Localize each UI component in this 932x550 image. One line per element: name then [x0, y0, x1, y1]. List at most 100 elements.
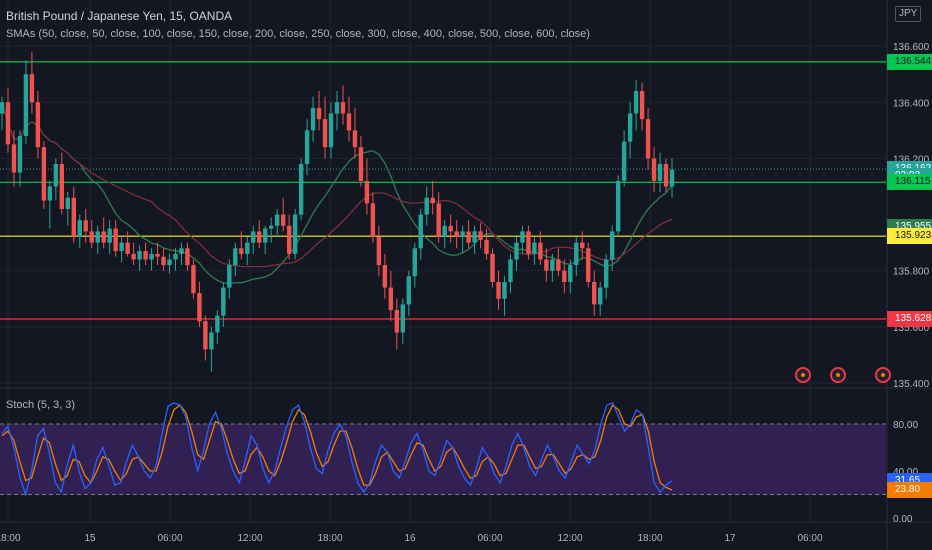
time-label-1: 15 [84, 533, 96, 544]
tag-upper-green: 136.544 [887, 53, 932, 70]
candle-body-78 [466, 231, 471, 243]
candle-body-71 [424, 197, 429, 215]
candle-body-46 [274, 214, 280, 226]
candle-body-16 [95, 231, 100, 243]
candle-body-26 [155, 253, 160, 257]
candle-body-92 [550, 259, 555, 271]
event-marker-1[interactable] [795, 367, 811, 383]
candle-body-17 [101, 231, 106, 243]
candle-body-62 [370, 203, 376, 238]
candle-body-77 [460, 231, 465, 238]
candle-body-74 [442, 225, 447, 238]
candle-body-20 [119, 242, 124, 252]
stoch-lines [1, 402, 673, 497]
candle-body-61 [364, 180, 370, 204]
candle-body-0 [0, 102, 5, 114]
candle-body-40 [239, 248, 244, 254]
candle-body-88 [526, 231, 531, 254]
candle-body-12 [71, 197, 76, 238]
candle-body-69 [412, 248, 417, 277]
currency-unit[interactable]: JPY [895, 6, 922, 22]
candle-body-102 [609, 231, 615, 260]
candle-body-33 [197, 293, 202, 322]
candle-body-80 [478, 231, 483, 240]
candle-body-50 [298, 164, 304, 215]
candle-body-30 [179, 248, 184, 254]
time-label-7: 12:00 [557, 533, 582, 544]
candle-body-101 [603, 259, 609, 288]
candle-body-95 [568, 265, 573, 282]
candle-body-81 [484, 239, 489, 254]
candle-body-109 [651, 158, 657, 181]
candle-body-53 [316, 107, 322, 120]
candle-body-11 [65, 197, 71, 209]
event-marker-3[interactable] [875, 367, 891, 383]
candle-body-39 [233, 248, 238, 266]
candle-body-72 [430, 197, 435, 204]
candle-body-7 [41, 147, 47, 201]
event-marker-2[interactable] [830, 367, 846, 383]
price-tick-6: 135.400 [893, 379, 930, 390]
price-tick-3: 136.200 [893, 154, 930, 165]
candle-body-65 [388, 287, 394, 311]
tag-yellow: 135.923 [887, 228, 932, 245]
candle-body-28 [167, 259, 172, 266]
candle-body-21 [125, 242, 130, 254]
candle-body-2 [11, 144, 17, 173]
candle-body-10 [59, 164, 65, 209]
candle-body-1 [5, 102, 11, 145]
sma-indicator-label[interactable]: SMAs (50, close, 50, close, 100, close, … [6, 28, 590, 40]
candle-body-24 [143, 251, 148, 260]
candle-body-87 [520, 231, 525, 243]
candle-body-100 [598, 287, 603, 305]
price-tick-4: 135.800 [893, 267, 930, 278]
candle-body-32 [191, 265, 196, 294]
candle-body-106 [633, 91, 639, 114]
sma-line-1 [1, 102, 673, 268]
stoch-d-line [1, 404, 673, 491]
candle-body-23 [137, 251, 142, 260]
candle-body-36 [215, 315, 220, 333]
candle-body-112 [669, 169, 675, 187]
candle-body-57 [340, 102, 346, 114]
time-label-4: 18:00 [317, 533, 342, 544]
candle-body-76 [454, 231, 459, 238]
candle-body-42 [251, 231, 256, 243]
price-tick-1: 136.600 [893, 42, 930, 53]
stoch-indicator-label[interactable]: Stoch (5, 3, 3) [6, 399, 76, 411]
candle-body-27 [161, 256, 166, 266]
candle-body-99 [592, 281, 597, 305]
stoch-tick-2: 0.00 [893, 514, 913, 525]
candle-body-70 [418, 214, 423, 249]
candle-body-82 [490, 253, 495, 282]
candle-body-52 [310, 107, 316, 131]
candle-body-107 [639, 91, 645, 120]
time-label-10: 06:00 [797, 533, 822, 544]
candle-body-85 [508, 259, 513, 282]
candle-body-79 [472, 231, 477, 243]
candle-body-18 [107, 228, 112, 243]
candle-body-105 [627, 113, 633, 142]
stoch-k-line [1, 402, 673, 497]
candle-body-103 [615, 180, 621, 232]
candle-body-15 [89, 231, 94, 243]
candle-body-66 [394, 310, 400, 333]
candle-body-67 [400, 304, 406, 333]
candle-body-98 [586, 248, 591, 282]
candle-body-90 [538, 242, 543, 260]
candle-body-73 [436, 203, 441, 238]
candle-body-84 [502, 281, 507, 299]
tag-lower-green: 136.115 [887, 174, 932, 191]
candle-body-31 [185, 248, 190, 266]
time-label-6: 06:00 [477, 533, 502, 544]
candle-body-60 [358, 147, 364, 181]
candle-body-3 [17, 135, 23, 173]
candle-body-47 [280, 214, 286, 226]
candle-body-37 [221, 287, 226, 316]
candle-body-25 [149, 253, 154, 260]
candle-body-38 [227, 265, 232, 288]
candle-body-68 [406, 276, 411, 305]
